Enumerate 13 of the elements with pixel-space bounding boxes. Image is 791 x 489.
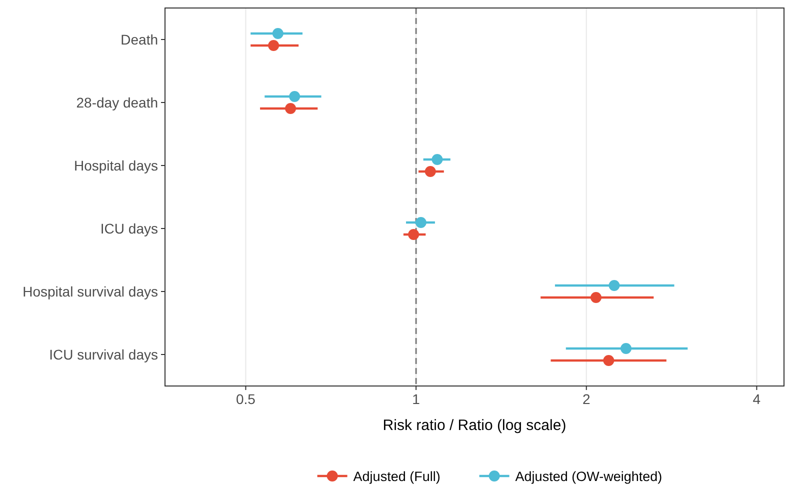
y-tick-label: 28-day death [76,94,158,110]
x-tick-label: 4 [752,391,761,407]
y-tick-label: ICU survival days [49,346,158,362]
legend-label: Adjusted (Full) [353,469,440,484]
y-tick-label: ICU days [100,220,158,236]
x-tick-label: 1 [412,391,420,407]
y-tick-label: Hospital days [74,158,158,174]
y-tick-label: Death [120,32,158,48]
x-tick-label: 2 [582,391,590,407]
legend-label: Adjusted (OW-weighted) [515,469,662,484]
x-axis-title: Risk ratio / Ratio (log scale) [382,417,566,434]
y-tick-label: Hospital survival days [22,284,158,300]
x-tick-label: 0.5 [236,391,256,407]
